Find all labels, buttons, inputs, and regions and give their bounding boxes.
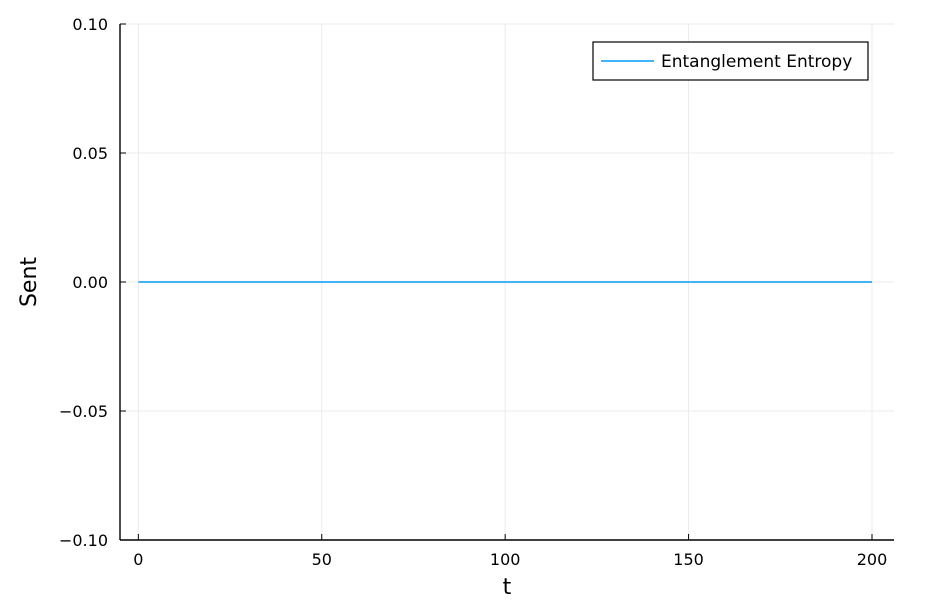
x-ticks: 0 50 100 150 200 [133, 534, 887, 569]
y-tick-label: −0.05 [59, 402, 108, 421]
y-axis-title: Sent [17, 257, 42, 307]
y-ticks: −0.10 −0.05 0.00 0.05 0.10 [59, 15, 126, 550]
legend-label: Entanglement Entropy [661, 52, 852, 72]
legend: Entanglement Entropy [592, 41, 869, 81]
x-tick-label: 150 [673, 550, 704, 569]
y-tick-label: 0.00 [72, 273, 108, 292]
y-tick-label: 0.05 [72, 144, 108, 163]
x-tick-label: 0 [133, 550, 143, 569]
x-tick-label: 100 [490, 550, 521, 569]
x-axis-title: t [503, 575, 512, 600]
x-tick-label: 50 [312, 550, 332, 569]
x-tick-label: 200 [857, 550, 888, 569]
y-tick-label: 0.10 [72, 15, 108, 34]
y-tick-label: −0.10 [59, 531, 108, 550]
